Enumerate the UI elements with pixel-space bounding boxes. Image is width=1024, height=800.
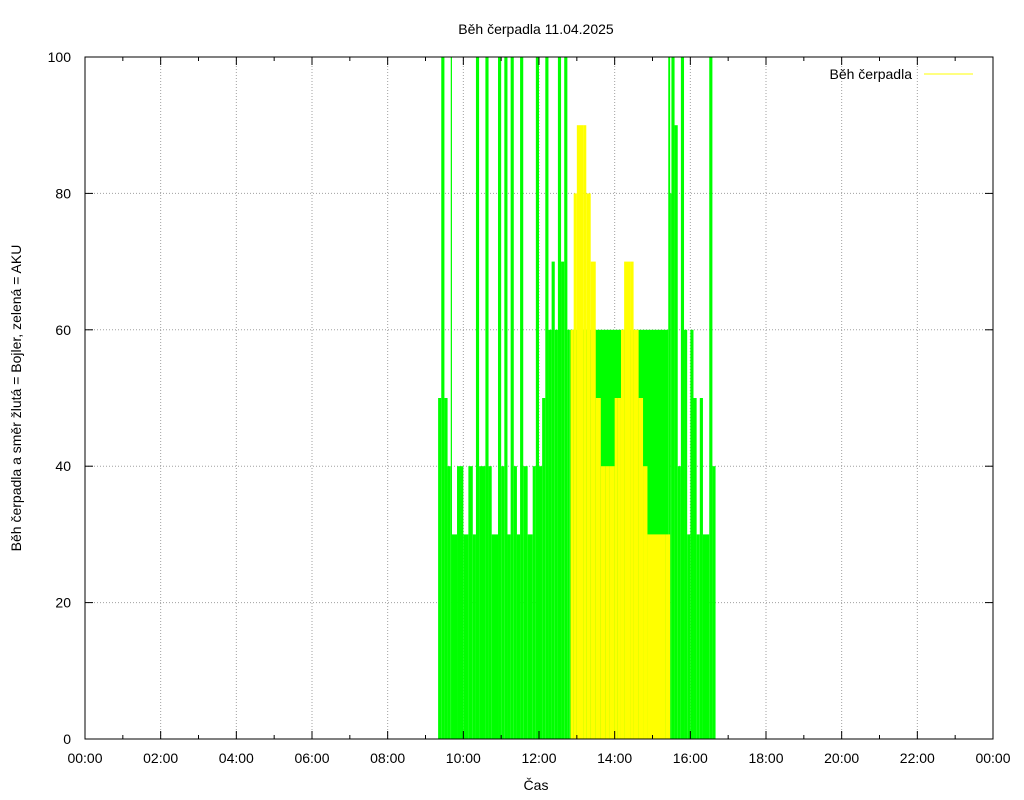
series-bar [510, 57, 514, 739]
x-axis-label: Čas [524, 777, 549, 793]
series-bar [617, 398, 621, 739]
series-bar [633, 329, 639, 739]
x-tick-label: 18:00 [748, 750, 783, 766]
series-bar [696, 534, 700, 739]
series-bar [702, 534, 710, 739]
series-bar [554, 329, 558, 739]
series-bar [472, 534, 476, 739]
series-bar [498, 57, 502, 739]
series-bar [479, 466, 486, 739]
series-bar [614, 398, 618, 739]
x-tick-label: 16:00 [673, 750, 708, 766]
series-bar [485, 57, 489, 739]
series-bar [630, 261, 634, 739]
series-bar [670, 193, 672, 739]
y-tick-label: 20 [55, 595, 71, 611]
series-bar [674, 125, 678, 739]
yellow-series [570, 125, 671, 739]
series-bar [551, 261, 555, 739]
series-bar [690, 329, 694, 739]
series-bar [624, 261, 631, 739]
series-bar [516, 534, 521, 739]
legend-label: Běh čerpadla [829, 66, 912, 82]
series-bar [557, 57, 562, 739]
series-bar [450, 57, 452, 739]
chart-title: Běh čerpadla 11.04.2025 [458, 21, 614, 37]
y-tick-label: 80 [55, 185, 71, 201]
series-bar [709, 57, 713, 739]
series-bar [444, 398, 448, 739]
series-bar [668, 57, 671, 739]
series-bar [647, 534, 666, 739]
series-bar [532, 466, 536, 739]
series-bar [491, 534, 499, 739]
series-bar [699, 398, 703, 739]
y-tick-label: 0 [63, 731, 71, 747]
y-axis-label: Běh čerpadla a směr žlutá = Bojler, zele… [8, 245, 24, 552]
x-tick-label: 14:00 [597, 750, 632, 766]
y-tick-label: 100 [48, 49, 72, 65]
series-bar [643, 466, 648, 739]
axis-ticks: 00:00 02:00 04:00 06:00 08:00 10:00 12:00 14:00… [48, 49, 1011, 766]
series-bar [561, 261, 565, 739]
x-tick-label: 12:00 [521, 750, 556, 766]
legend: Běh čerpadla [829, 66, 973, 82]
series-bar [609, 466, 615, 739]
series-bar [520, 57, 524, 739]
series-bar [545, 57, 549, 739]
series-bar [523, 466, 528, 739]
x-tick-label: 02:00 [143, 750, 178, 766]
series-bar [600, 466, 606, 739]
series-bar [567, 329, 570, 739]
series-bar [595, 398, 601, 739]
series-bar [507, 534, 511, 739]
series-bar [620, 329, 625, 739]
x-tick-label: 06:00 [294, 750, 329, 766]
series-bar [548, 329, 552, 739]
series-bar [501, 466, 505, 739]
x-tick-label: 00:00 [67, 750, 102, 766]
series-bar [535, 57, 539, 739]
series-bar [665, 534, 671, 739]
series-bar [447, 466, 451, 739]
series-bar [438, 398, 442, 739]
series-bar [687, 534, 691, 739]
x-tick-label: 00:00 [975, 750, 1010, 766]
series-bar [677, 466, 681, 739]
x-tick-label: 10:00 [446, 750, 481, 766]
series-bar [605, 466, 610, 739]
series-bar [451, 534, 458, 739]
series-bar [457, 466, 464, 739]
series-bar [573, 193, 577, 739]
series-bar [441, 57, 445, 739]
series-bar [539, 466, 543, 739]
x-tick-label: 20:00 [824, 750, 859, 766]
series-bar [590, 261, 596, 739]
series-bar [680, 57, 685, 739]
series-bar [527, 534, 533, 739]
series-bar [570, 329, 574, 739]
series-bar [468, 466, 473, 739]
series-bar [712, 466, 716, 739]
x-tick-label: 22:00 [900, 750, 935, 766]
y-tick-label: 60 [55, 322, 71, 338]
series-bar [564, 57, 568, 739]
series-bar [488, 466, 492, 739]
x-tick-label: 08:00 [370, 750, 405, 766]
x-tick-label: 04:00 [219, 750, 254, 766]
series-bar [504, 57, 508, 739]
series-bar [475, 57, 480, 739]
series-bar [638, 398, 644, 739]
series-bar [463, 534, 469, 739]
series-bar [693, 398, 697, 739]
series-bar [583, 125, 587, 739]
series-bar [576, 125, 584, 739]
y-tick-label: 40 [55, 458, 71, 474]
series-bar [671, 57, 675, 739]
series-bar [684, 329, 688, 739]
series-bar [513, 466, 517, 739]
series-bar [586, 193, 591, 739]
series-bar [542, 398, 546, 739]
